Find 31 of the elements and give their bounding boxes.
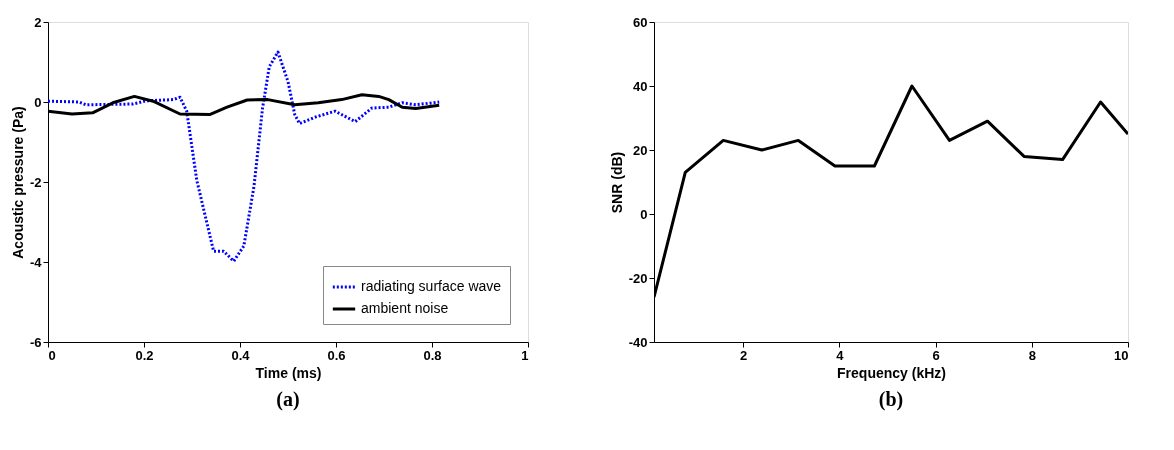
y-tick-label: -6 [29,334,42,350]
x-tick-label: 4 [836,347,845,363]
legend-label: radiating surface wave [361,278,502,294]
y-tick-label: -4 [29,254,43,270]
x-tick-label: 8 [1028,347,1036,363]
legend-label: ambient noise [361,300,449,316]
y-tick-label: 0 [34,94,42,110]
x-tick-label: 1 [521,347,529,363]
y-tick-label: 2 [34,14,42,30]
y-tick-label: 60 [633,14,648,30]
y-tick-label: -40 [628,334,648,350]
x-tick-label: 2 [739,347,748,363]
x-tick-label: 6 [932,347,940,363]
line-series [48,50,441,263]
y-tick-label: 40 [633,78,648,94]
y-tick-label: -2 [29,174,42,190]
x-axis-title: Time (ms) [255,364,322,381]
y-tick-label: 20 [633,142,648,158]
x-tick-label: 0.4 [231,347,251,363]
y-axis-title: SNR (dB) [608,151,625,214]
x-tick-label: 0 [48,347,56,363]
x-tick-label: 0.8 [423,347,442,363]
y-tick-label: -20 [628,270,648,286]
x-tick-label: 0.6 [327,347,346,363]
x-tick-label: 0.2 [135,347,154,363]
y-axis-title: Acoustic pressure (Pa) [9,106,26,259]
x-axis-title: Frequency (kHz) [837,364,946,381]
text: (b) [878,388,904,411]
x-tick-label: 10 [1114,347,1129,363]
text: (a) [276,388,300,411]
y-tick-label: 0 [640,206,648,222]
